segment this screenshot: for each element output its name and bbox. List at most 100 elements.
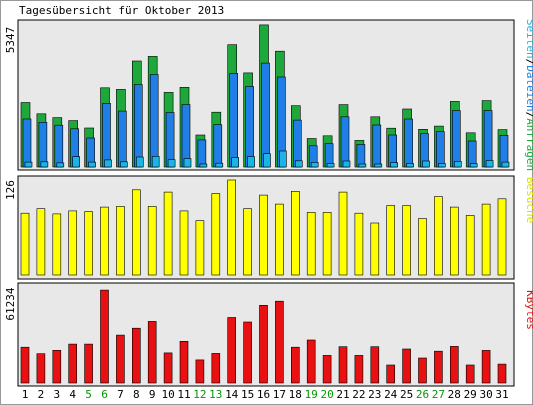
day-label-17: 17 [273, 388, 286, 401]
bar-kbytes-4 [68, 343, 77, 384]
bar-dateien-14 [229, 73, 238, 168]
bar-kbytes-31 [497, 363, 507, 384]
day-label-4: 4 [69, 388, 76, 401]
bar-besuche-12 [195, 220, 205, 276]
legend-kbytes: KBytes [524, 290, 533, 330]
bar-dateien-6 [102, 103, 111, 168]
bar-besuche-24 [386, 205, 396, 276]
bar-kbytes-5 [84, 343, 93, 384]
bar-dateien-10 [165, 112, 175, 168]
middle-ymax-label: 126 [4, 180, 17, 200]
bar-seiten-11 [183, 158, 192, 168]
bar-seiten-18 [294, 160, 303, 168]
bar-besuche-6 [100, 206, 109, 276]
day-label-5: 5 [85, 388, 92, 401]
bar-besuche-11 [179, 210, 189, 276]
day-label-12: 12 [193, 388, 206, 401]
bar-seiten-15 [247, 156, 255, 168]
day-label-26: 26 [416, 388, 429, 401]
bar-kbytes-20 [322, 355, 332, 384]
bar-kbytes-18 [290, 346, 300, 384]
bar-dateien-28 [451, 110, 461, 168]
bar-besuche-26 [418, 218, 427, 276]
bar-kbytes-27 [434, 350, 443, 384]
bar-kbytes-7 [116, 334, 125, 384]
bar-besuche-13 [211, 193, 221, 276]
legend-besuche: Besuche [524, 177, 533, 223]
legend-seiten: Seiten [524, 19, 533, 59]
bar-besuche-16 [259, 194, 268, 276]
bar-kbytes-6 [100, 289, 109, 384]
bar-besuche-30 [481, 203, 491, 276]
day-label-25: 25 [400, 388, 413, 401]
bar-besuche-25 [402, 205, 411, 276]
bar-besuche-18 [290, 191, 300, 276]
bar-besuche-15 [243, 208, 252, 276]
bar-seiten-13 [215, 162, 224, 168]
bar-seiten-7 [120, 161, 128, 168]
bar-seiten-29 [469, 163, 478, 168]
bar-besuche-4 [68, 210, 77, 276]
bar-dateien-9 [149, 74, 159, 168]
bar-kbytes-23 [370, 346, 380, 384]
bar-kbytes-8 [132, 327, 141, 384]
day-label-18: 18 [289, 388, 302, 401]
bar-dateien-3 [54, 124, 64, 168]
bar-besuche-8 [132, 189, 141, 276]
top-ymax-label: 5347 [4, 27, 17, 54]
bar-besuche-17 [275, 203, 284, 276]
bar-besuche-9 [147, 206, 157, 276]
bar-seiten-31 [501, 161, 510, 168]
day-label-14: 14 [225, 388, 239, 401]
bar-kbytes-25 [402, 348, 411, 384]
bar-dateien-25 [404, 118, 413, 168]
bar-besuche-5 [84, 211, 93, 276]
bar-dateien-24 [388, 134, 398, 168]
day-label-1: 1 [22, 388, 29, 401]
legend-top: Seiten/Dateien/Anfragen [524, 19, 533, 171]
day-label-21: 21 [336, 388, 349, 401]
day-label-13: 13 [209, 388, 222, 401]
day-label-30: 30 [479, 388, 492, 401]
bar-seiten-26 [422, 160, 430, 168]
bars-bottom [20, 289, 507, 384]
bar-kbytes-22 [354, 355, 364, 384]
bar-seiten-28 [453, 161, 462, 168]
bar-besuche-29 [465, 215, 475, 276]
bar-seiten-21 [342, 160, 351, 168]
bar-seiten-5 [88, 161, 96, 168]
bar-besuche-2 [36, 208, 46, 276]
bar-dateien-7 [118, 110, 127, 168]
bar-besuche-10 [163, 191, 173, 276]
bar-seiten-27 [438, 163, 446, 168]
bars-middle [20, 179, 507, 276]
bar-seiten-8 [136, 156, 144, 168]
bar-besuche-21 [338, 191, 348, 276]
bar-kbytes-11 [179, 340, 189, 384]
legend-sep-2: / [524, 112, 533, 119]
bar-kbytes-3 [52, 349, 62, 384]
bar-dateien-2 [38, 122, 48, 168]
day-label-15: 15 [241, 388, 254, 401]
bar-besuche-28 [449, 206, 459, 276]
day-label-23: 23 [368, 388, 381, 401]
bar-seiten-4 [72, 156, 80, 168]
bar-seiten-20 [326, 163, 335, 168]
bar-dateien-15 [245, 86, 254, 168]
bar-dateien-23 [372, 124, 382, 168]
bar-kbytes-30 [481, 350, 491, 384]
bar-dateien-16 [261, 62, 270, 168]
day-label-28: 28 [448, 388, 461, 401]
bottom-ymax-label: 61234 [4, 287, 17, 320]
bar-seiten-1 [24, 161, 33, 168]
legend-anfragen: Anfragen [524, 118, 533, 171]
bar-besuche-31 [497, 198, 507, 276]
bar-kbytes-1 [20, 346, 30, 384]
bar-seiten-3 [56, 162, 65, 168]
bar-seiten-16 [263, 153, 271, 168]
bar-besuche-7 [116, 206, 125, 276]
bar-kbytes-2 [36, 353, 46, 384]
bar-kbytes-26 [418, 357, 427, 384]
bar-kbytes-14 [227, 317, 236, 384]
